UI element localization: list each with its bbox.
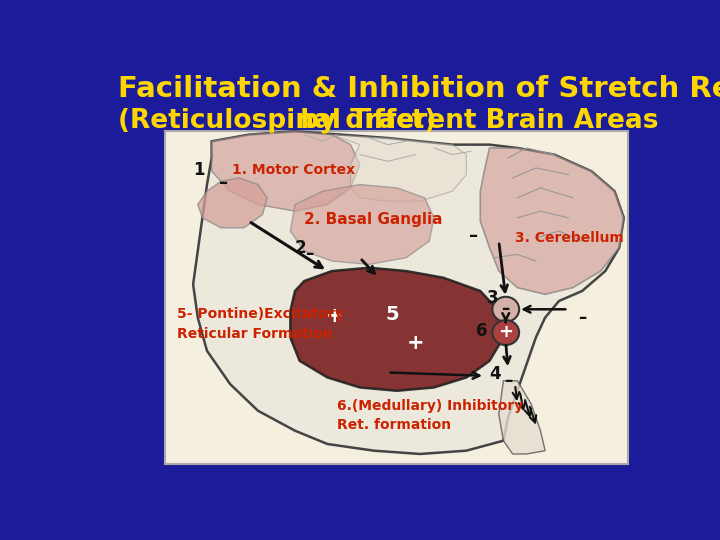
Text: Ret. formation: Ret. formation xyxy=(337,418,451,431)
Text: by different Brain Areas: by different Brain Areas xyxy=(291,109,658,134)
Text: –: – xyxy=(504,372,512,390)
Text: +: + xyxy=(407,333,424,353)
Ellipse shape xyxy=(492,297,519,322)
Text: 2: 2 xyxy=(295,239,307,256)
Text: 5- Pontine)Excitatory: 5- Pontine)Excitatory xyxy=(177,307,343,321)
Text: 3: 3 xyxy=(487,289,499,307)
Text: –: – xyxy=(502,300,510,318)
Polygon shape xyxy=(290,268,503,391)
Text: 4: 4 xyxy=(490,365,501,383)
Polygon shape xyxy=(480,148,624,294)
Text: –: – xyxy=(578,308,586,327)
Text: 6: 6 xyxy=(476,322,487,340)
Polygon shape xyxy=(193,131,624,454)
Text: 5: 5 xyxy=(385,305,399,324)
Ellipse shape xyxy=(492,320,519,345)
Text: +: + xyxy=(325,306,343,326)
Text: Facilitation & Inhibition of Stretch Reflex: Facilitation & Inhibition of Stretch Ref… xyxy=(118,75,720,103)
Text: +: + xyxy=(498,323,513,341)
Text: 1. Motor Cortex: 1. Motor Cortex xyxy=(233,163,356,177)
Text: –: – xyxy=(219,174,228,192)
Text: 1: 1 xyxy=(193,160,204,179)
Text: 6.(Medullary) Inhibitory: 6.(Medullary) Inhibitory xyxy=(337,399,523,413)
Text: 3. Cerebellum: 3. Cerebellum xyxy=(515,231,624,245)
Text: –: – xyxy=(305,245,313,264)
Text: (Reticulospinal Tract): (Reticulospinal Tract) xyxy=(118,109,436,134)
Polygon shape xyxy=(290,185,434,265)
Polygon shape xyxy=(212,131,360,211)
FancyBboxPatch shape xyxy=(166,131,629,464)
Polygon shape xyxy=(198,178,267,228)
Text: Reticular Formation: Reticular Formation xyxy=(177,327,333,341)
Polygon shape xyxy=(499,381,545,454)
Polygon shape xyxy=(332,134,467,201)
Text: –: – xyxy=(469,227,478,245)
Text: 2. Basal Ganglia: 2. Basal Ganglia xyxy=(305,212,443,227)
